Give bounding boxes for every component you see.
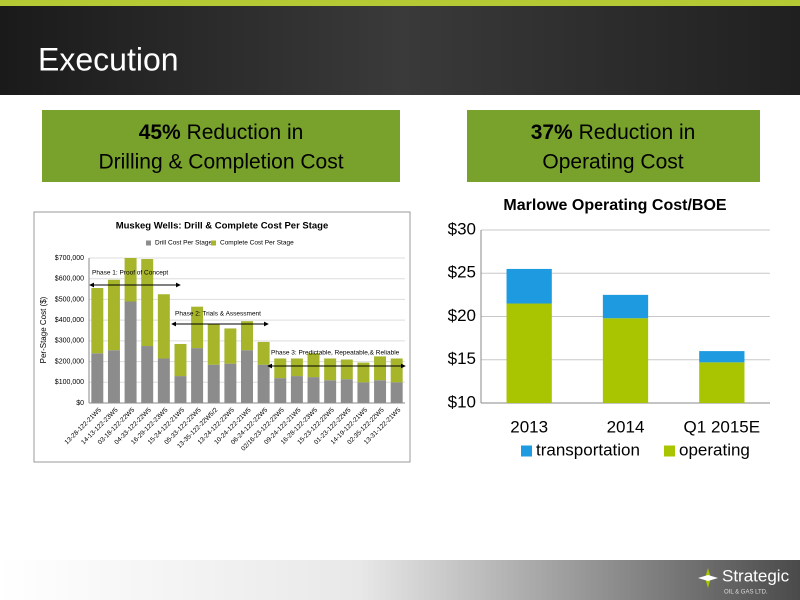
bar-segment: [191, 306, 204, 349]
bar-segment: [307, 377, 320, 403]
legend-swatch: [521, 445, 532, 457]
bar-segment: [241, 321, 253, 351]
logo-text: Strategic: [722, 566, 790, 585]
bar-segment: [274, 358, 287, 379]
callout-line2: Drilling & Completion Cost: [98, 151, 343, 174]
bar-segment: [174, 343, 187, 377]
bar-segment: [374, 356, 387, 381]
bar-segment: [307, 353, 320, 378]
legend-label: Drill Cost Per Stage: [155, 240, 212, 247]
callout-highlight: 37%: [531, 121, 573, 144]
y-tick-label: $25: [448, 263, 476, 282]
bar-segment: [340, 359, 353, 380]
bar-segment: [191, 348, 204, 403]
legend-swatch: [664, 445, 675, 457]
bar-segment: [124, 258, 137, 302]
header-band: [0, 0, 800, 95]
y-tick-label: $300,000: [55, 338, 84, 345]
callout-box: [467, 110, 760, 182]
legend-label: Complete Cost Per Stage: [220, 240, 294, 247]
bar-segment: [324, 380, 337, 403]
bar-segment: [174, 376, 187, 403]
bar-segment: [324, 358, 337, 381]
bar-segment: [257, 364, 270, 403]
legend-label: transportation: [536, 440, 640, 459]
bar-segment: [157, 294, 170, 359]
y-tick-label: $600,000: [55, 276, 84, 283]
slide-title: Execution: [38, 41, 179, 77]
y-tick-label: $30: [448, 219, 476, 238]
bar-segment: [91, 353, 104, 403]
y-tick-label: $0: [76, 400, 84, 407]
bar-segment: [340, 379, 353, 403]
bar-segment: [699, 362, 745, 403]
y-tick-label: $20: [448, 306, 476, 325]
x-tick-label: Q1 2015E: [684, 417, 761, 436]
x-tick-label: 2014: [607, 417, 645, 436]
bar-segment: [107, 350, 120, 403]
footer-band: [0, 560, 800, 600]
chart-title: Muskeg Wells: Drill & Complete Cost Per …: [116, 221, 329, 232]
bar-segment: [107, 279, 120, 351]
bar-segment: [91, 288, 104, 354]
callout-text: Reduction in: [579, 121, 696, 144]
phase-label: Phase 1: Proof of Concept: [92, 270, 168, 277]
bar-segment: [141, 346, 154, 403]
bar-segment: [506, 268, 552, 304]
phase-label: Phase 3: Predictable, Repeatable,& Relia…: [271, 350, 400, 357]
bar-segment: [390, 358, 403, 383]
logo-icon: [698, 568, 718, 588]
y-tick-label: $100,000: [55, 379, 84, 386]
bar-segment: [357, 362, 370, 383]
callout-box: [42, 110, 400, 182]
y-axis-label: Per-Stage Cost ($): [39, 296, 48, 363]
y-tick-label: $200,000: [55, 358, 84, 365]
bar-segment: [357, 382, 370, 403]
callout-line1: 45% Reduction in: [139, 121, 304, 144]
bar-segment: [274, 378, 287, 403]
bar-segment: [224, 328, 237, 364]
y-tick-label: $700,000: [55, 255, 84, 262]
bar-segment: [241, 350, 253, 403]
bar-segment: [257, 341, 270, 365]
bar-segment: [124, 301, 137, 403]
bar-segment: [506, 303, 552, 403]
callout-line2: Operating Cost: [542, 151, 683, 174]
callout-highlight: 45%: [139, 121, 181, 144]
y-tick-label: $15: [448, 349, 476, 368]
bar-segment: [602, 318, 649, 403]
legend-swatch: [211, 240, 216, 246]
header-strip: [0, 0, 800, 6]
legend-swatch: [146, 240, 151, 246]
legend-label: operating: [679, 440, 750, 459]
chart-title: Marlowe Operating Cost/BOE: [503, 197, 726, 214]
bar-segment: [207, 324, 220, 365]
callout-text: Reduction in: [187, 121, 304, 144]
y-tick-label: $400,000: [55, 317, 84, 324]
bar-segment: [224, 363, 237, 403]
logo-tagline: OIL & GAS LTD.: [724, 590, 768, 596]
bar-segment: [374, 380, 387, 403]
bar-segment: [602, 294, 649, 319]
x-tick-label: 2013: [510, 417, 548, 436]
phase-label: Phase 2: Trials & Assessment: [175, 311, 261, 318]
callout-line1: 37% Reduction in: [531, 121, 696, 144]
y-tick-label: $10: [448, 392, 476, 411]
bar-segment: [157, 358, 170, 403]
bar-segment: [699, 351, 745, 363]
bar-segment: [290, 358, 303, 377]
bar-segment: [290, 376, 303, 403]
bar-segment: [207, 364, 220, 403]
bar-segment: [390, 382, 403, 403]
y-tick-label: $500,000: [55, 296, 84, 303]
bar-segment: [141, 259, 154, 347]
